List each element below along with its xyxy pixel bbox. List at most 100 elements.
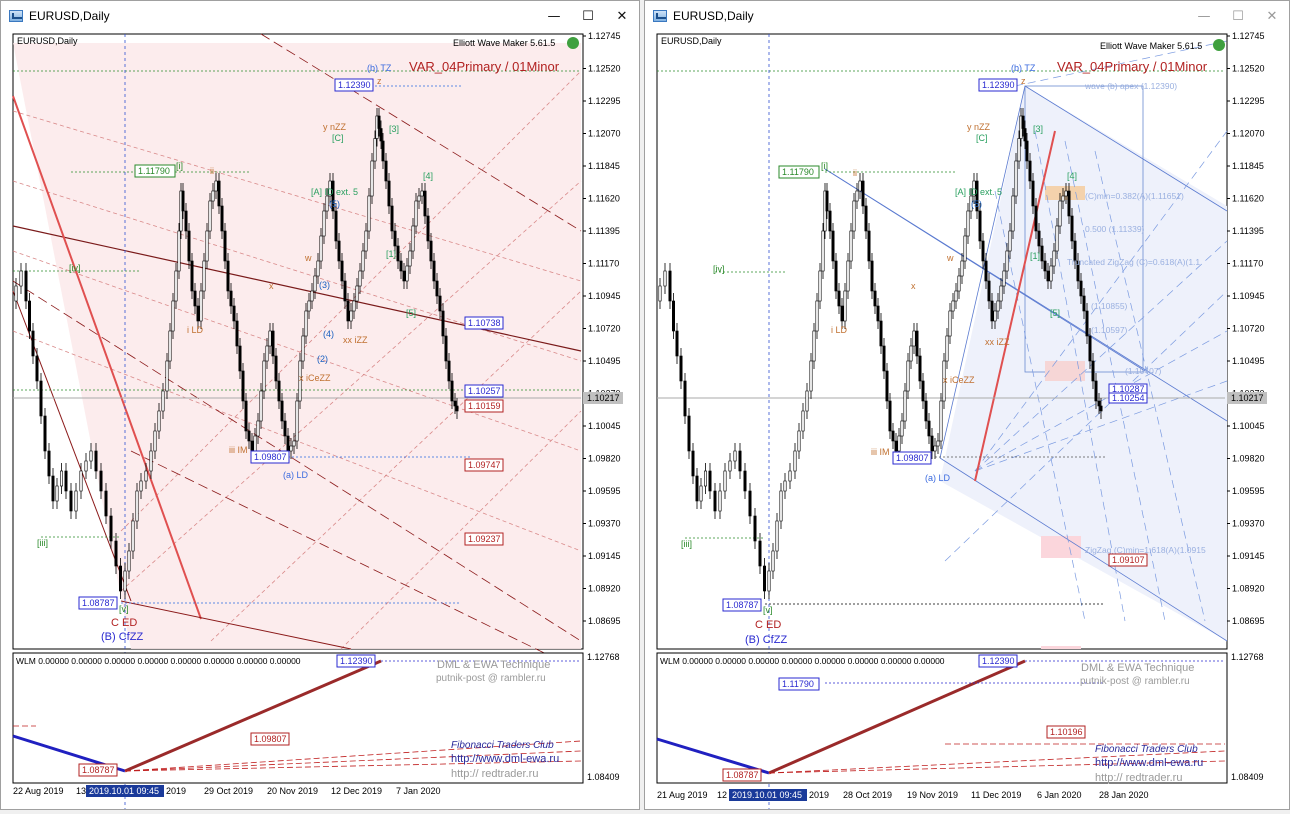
candle-body <box>423 190 427 217</box>
candle-body <box>888 400 892 432</box>
candle-body <box>658 285 662 302</box>
candle-body <box>89 450 93 462</box>
price-tick-label: 1.10495 <box>588 356 621 366</box>
chart-window-right[interactable]: EURUSD,Daily — ☐ ✕ <box>644 0 1290 810</box>
wlm-dashed-lines <box>13 725 582 772</box>
candle-body <box>283 420 287 437</box>
candle-body <box>894 440 898 452</box>
candle-body <box>818 270 822 302</box>
wave-label-v: [v] <box>119 604 129 614</box>
price-tick-label: 1.10045 <box>1232 421 1265 431</box>
chart-canvas-right[interactable]: EURUSD,Daily Elliott Wave Maker 5.61.5 V… <box>655 31 1285 814</box>
subpanel-box-top: 1.12390 <box>340 656 373 666</box>
candle-body <box>256 420 260 437</box>
candle-body <box>135 490 139 522</box>
brand-url-1[interactable]: http://www.dml-ewa.ru <box>1095 757 1203 769</box>
candle-body <box>771 550 775 572</box>
candle-body <box>861 180 865 207</box>
subpanel-label: WLM 0.00000 0.00000 0.00000 0.00000 0.00… <box>660 656 945 666</box>
candle-body <box>208 200 212 232</box>
subpanel-box-top: 1.12390 <box>982 656 1015 666</box>
candle-body <box>1088 335 1092 362</box>
wave-label-w5: (5) <box>329 199 340 209</box>
candle-body <box>149 450 153 472</box>
candle-body <box>915 330 919 357</box>
level-box-b1: 1.10287 <box>1112 384 1145 394</box>
candle-body <box>900 420 904 437</box>
dark-channel-lines <box>12 33 582 672</box>
date-tick: 21 Aug 2019 <box>657 790 708 800</box>
candle-body <box>882 345 886 372</box>
wave-label-n5: [5] <box>1050 308 1060 318</box>
brand-url-1[interactable]: http://www.dml-ewa.ru <box>451 753 559 765</box>
date-tick: 20 Nov 2019 <box>267 786 318 796</box>
candle-body <box>405 265 409 282</box>
price-tick-label: 1.10720 <box>588 324 621 334</box>
indicator-name: Elliott Wave Maker 5.61.5 <box>1100 41 1202 51</box>
candle-body <box>190 260 194 292</box>
price-tick-label: 1.11620 <box>1232 194 1264 204</box>
candle-body <box>728 460 732 472</box>
candle-body <box>367 195 371 232</box>
minimize-button-left[interactable]: — <box>547 8 561 24</box>
candle-body <box>131 520 135 552</box>
minimize-button-right[interactable]: — <box>1197 8 1211 24</box>
candle-body <box>250 440 254 452</box>
maximize-button-left[interactable]: ☐ <box>582 8 594 24</box>
candle-body <box>322 210 326 237</box>
candle-body <box>1037 230 1041 247</box>
date-axis[interactable]: 22 Aug 2019 13 2019.10.01 09:45 2019 29 … <box>13 785 441 797</box>
candle-body <box>1091 360 1095 382</box>
close-button-right[interactable]: ✕ <box>1266 8 1278 24</box>
candle-body <box>939 400 943 442</box>
price-axis[interactable]: 1.12745 1.12520 1.12295 1.12070 1.11845 1.116… <box>1227 31 1265 626</box>
candle-body <box>432 260 436 282</box>
indicator-subpanel <box>12 652 584 784</box>
candle-body <box>885 370 889 402</box>
close-button-left[interactable]: ✕ <box>616 8 628 24</box>
level-box-b4: 1.09807 <box>896 453 929 463</box>
candle-body <box>161 390 165 412</box>
chart-window-left[interactable]: EURUSD,Daily — ☐ ✕ <box>0 0 640 810</box>
trend-line-base <box>120 600 352 650</box>
candle-body <box>783 480 787 492</box>
candle-body <box>109 515 113 542</box>
fib-notes: wave (b) apex (1.12390) (C)min=0.382(A)(… <box>1067 81 1206 555</box>
candle-body <box>187 230 191 262</box>
candle-body <box>455 405 459 412</box>
candle-body <box>699 485 703 502</box>
wave-label-w: w <box>946 253 954 263</box>
subpanel-label: WLM 0.00000 0.00000 0.00000 0.00000 0.00… <box>16 656 301 666</box>
candle-body <box>123 570 127 592</box>
candle-body <box>355 285 359 302</box>
indicator-subpanel <box>656 652 1228 784</box>
candle-body <box>51 475 55 502</box>
date-tick: 12 <box>717 790 727 800</box>
candle-body <box>289 445 293 452</box>
maximize-button-right[interactable]: ☐ <box>1232 8 1244 24</box>
candle-body <box>1064 190 1068 197</box>
candle-body <box>1094 380 1098 402</box>
level-box-low: 1.08787 <box>82 598 115 608</box>
subpanel-price-top: 1.12768 <box>1231 652 1264 662</box>
candle-body <box>1002 270 1006 287</box>
date-axis[interactable]: 21 Aug 2019 12 2019.10.01 09:45 2019 28 … <box>657 789 1149 801</box>
brand-url-2[interactable]: http:// redtrader.ru <box>1095 772 1182 784</box>
brand-club: Fibonacci Traders Club <box>1095 744 1198 755</box>
price-tick-label: 1.11395 <box>1232 226 1264 236</box>
candle-body <box>64 470 68 492</box>
window-titlebar-right[interactable]: EURUSD,Daily — ☐ ✕ <box>645 1 1289 31</box>
price-axis[interactable]: 1.12745 1.12520 1.12295 1.12070 1.11845 1.116… <box>583 31 621 626</box>
wave-label-c1: [C] <box>332 133 344 143</box>
candle-body <box>951 300 955 312</box>
candle-body <box>99 470 103 492</box>
wave-label-n1: [1] <box>386 249 396 259</box>
subpanel-box-low: 1.08787 <box>82 765 115 775</box>
candle-body <box>171 300 175 332</box>
candle-body <box>39 380 43 417</box>
chart-canvas-left[interactable]: EURUSD,Daily Elliott Wave Maker 5.61.5 V… <box>11 31 637 814</box>
window-titlebar-left[interactable]: EURUSD,Daily — ☐ ✕ <box>1 1 639 31</box>
brand-url-2[interactable]: http:// redtrader.ru <box>451 768 538 780</box>
candle-body <box>1099 405 1103 412</box>
current-price-label: 1.10217 <box>1231 393 1264 403</box>
